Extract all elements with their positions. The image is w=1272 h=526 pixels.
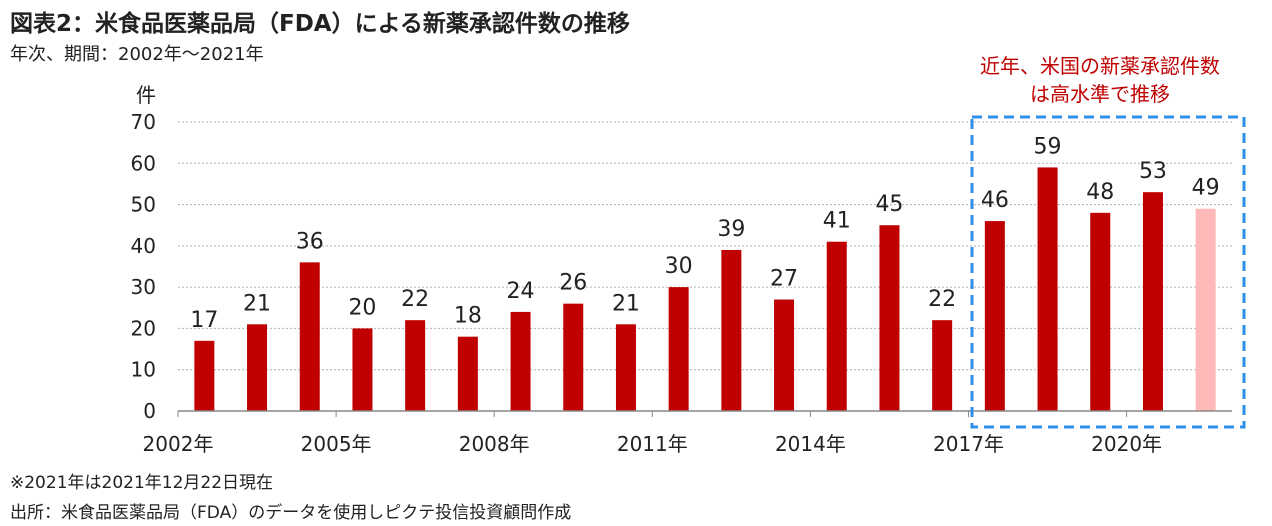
data-label: 26: [559, 271, 587, 296]
data-label: 53: [1139, 159, 1167, 184]
gridlines: [178, 121, 1232, 371]
footnote-source: 出所：米食品医薬品局（FDA）のデータを使用しピクテ投信投資顧問作成: [10, 503, 572, 523]
bar-2009年: [563, 303, 584, 411]
chart-title: 図表2：米食品医薬品局（FDA）による新薬承認件数の推移: [10, 11, 630, 37]
bar-2016年: [932, 320, 953, 411]
bar-2014年: [826, 241, 847, 411]
x-axis: 2002年 2005年 2008年 2011年 2014年 2017年 2020年: [143, 410, 1232, 456]
y-axis-ticks: 0 10 20 30 40 50 60 70: [131, 110, 156, 423]
y-unit-label: 件: [136, 83, 156, 107]
bar-2011年: [668, 287, 689, 411]
y-tick-label: 30: [131, 275, 156, 299]
bars: [194, 167, 1216, 411]
y-tick-label: 10: [131, 358, 156, 382]
bar-2020年: [1142, 192, 1163, 411]
data-label: 17: [190, 308, 218, 333]
bar-2018年: [1037, 167, 1058, 411]
y-tick-label: 50: [131, 193, 156, 217]
data-label: 45: [875, 192, 903, 217]
data-label: 27: [770, 267, 798, 292]
y-tick-label: 20: [131, 316, 156, 340]
x-tick-label: 2002年: [143, 432, 214, 456]
data-label: 24: [507, 279, 535, 304]
bar-2002年: [194, 340, 215, 411]
bar-2013年: [774, 299, 795, 411]
data-label: 21: [612, 291, 640, 316]
x-tick-label: 2017年: [933, 432, 1004, 456]
bar-2003年: [247, 324, 268, 411]
data-label: 18: [454, 304, 482, 329]
bar-2012年: [721, 249, 742, 411]
data-label: 39: [717, 217, 745, 242]
chart-subtitle: 年次、期間：2002年～2021年: [10, 44, 264, 65]
bar-2008年: [510, 311, 531, 411]
bar-2010年: [615, 324, 636, 411]
bar-2015年: [879, 225, 900, 411]
bar-2019年: [1090, 212, 1111, 411]
footnote-date: ※2021年は2021年12月22日現在: [10, 473, 274, 493]
x-tick-label: 2005年: [301, 432, 372, 456]
data-labels: 17 21 36 20 22 18 24 26 21 30 39 27 41 45 22 46 59 48 53 49: [190, 134, 1219, 332]
x-tick-label: 2014年: [775, 432, 846, 456]
data-label: 30: [665, 254, 693, 279]
data-label: 22: [928, 287, 956, 312]
data-label: 46: [981, 188, 1009, 213]
y-tick-label: 60: [131, 151, 156, 175]
bar-2004年: [299, 262, 320, 411]
data-label: 48: [1086, 180, 1114, 205]
data-label: 22: [401, 287, 429, 312]
data-label: 36: [296, 229, 324, 254]
data-label: 21: [243, 291, 271, 316]
bar-2017年: [984, 221, 1005, 411]
x-tick-label: 2020年: [1091, 432, 1162, 456]
data-label: 49: [1192, 176, 1220, 201]
bar-2006年: [405, 320, 426, 411]
x-tick-label: 2008年: [459, 432, 530, 456]
data-label: 59: [1034, 134, 1062, 159]
data-label: 20: [348, 295, 376, 320]
bar-2007年: [457, 336, 478, 411]
bar-2005年: [352, 328, 373, 411]
annotation-line-2: は高水準で推移: [1030, 82, 1170, 106]
bar-2021年: [1195, 208, 1216, 411]
y-tick-label: 70: [131, 110, 156, 134]
y-tick-label: 40: [131, 234, 156, 258]
y-tick-label: 0: [143, 399, 156, 423]
highlight-box: [970, 115, 1246, 429]
annotation-callout: 近年、米国の新薬承認件数 は高水準で推移: [930, 52, 1270, 108]
annotation-line-1: 近年、米国の新薬承認件数: [980, 54, 1220, 78]
x-tick-label: 2011年: [617, 432, 688, 456]
data-label: 41: [823, 209, 851, 234]
